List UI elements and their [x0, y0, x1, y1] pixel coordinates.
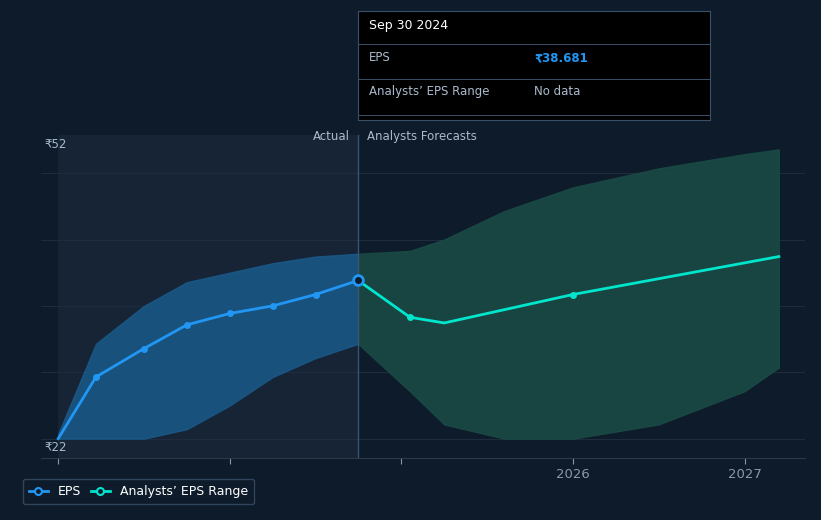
Text: Analysts Forecasts: Analysts Forecasts — [367, 130, 476, 143]
Bar — [58, 107, 358, 486]
Text: Analysts’ EPS Range: Analysts’ EPS Range — [369, 85, 489, 98]
Text: ₹52: ₹52 — [44, 138, 67, 151]
Legend: EPS, Analysts’ EPS Range: EPS, Analysts’ EPS Range — [23, 478, 255, 504]
Text: EPS: EPS — [369, 51, 390, 64]
Text: No data: No data — [534, 85, 580, 98]
Text: ₹22: ₹22 — [44, 441, 67, 454]
Text: Sep 30 2024: Sep 30 2024 — [369, 19, 447, 32]
Text: Actual: Actual — [313, 130, 350, 143]
Text: ₹38.681: ₹38.681 — [534, 51, 588, 64]
